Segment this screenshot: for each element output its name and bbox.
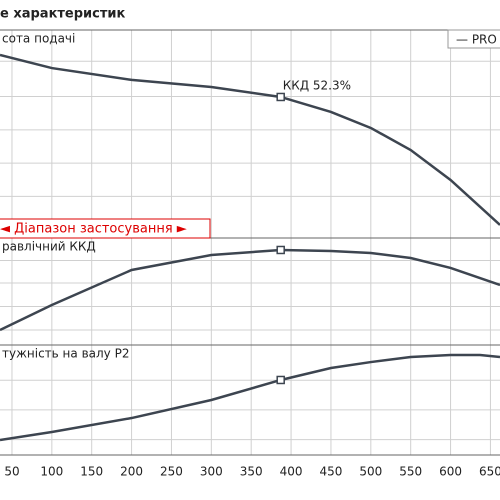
- panel-title: сота подачі: [2, 32, 75, 46]
- legend-box: [447, 29, 500, 49]
- curve: [0, 248, 500, 332]
- x-tick-label: 450: [319, 465, 342, 479]
- annotation: ККД 52.3%: [283, 78, 351, 92]
- x-tick-label: 100: [40, 465, 63, 479]
- panel-title: равлічний ККД: [2, 240, 96, 254]
- x-tick-label: 500: [359, 465, 382, 479]
- operating-point: [276, 92, 285, 102]
- operating-point: [276, 245, 285, 255]
- legend: — PRO: [456, 33, 497, 47]
- x-tick-label: 600: [439, 465, 462, 479]
- operating-point: [276, 375, 285, 385]
- x-tick-label: 250: [160, 465, 183, 479]
- x-tick-label: 350: [240, 465, 263, 479]
- curve: [0, 53, 500, 226]
- x-tick-label: 300: [200, 465, 223, 479]
- range-box: [0, 218, 211, 239]
- x-tick-label: 550: [399, 465, 422, 479]
- x-tick-label: 400: [280, 465, 303, 479]
- range-label: ◄ Діапазон застосування ►: [0, 222, 187, 237]
- x-tick-label: 150: [80, 465, 103, 479]
- curve: [0, 353, 500, 442]
- x-tick-label: 650: [479, 465, 500, 479]
- page-title: е характеристик: [0, 7, 126, 22]
- x-tick-label: 50: [4, 465, 19, 479]
- x-tick-label: 200: [120, 465, 143, 479]
- panel-title: тужність на валу P2: [2, 347, 129, 361]
